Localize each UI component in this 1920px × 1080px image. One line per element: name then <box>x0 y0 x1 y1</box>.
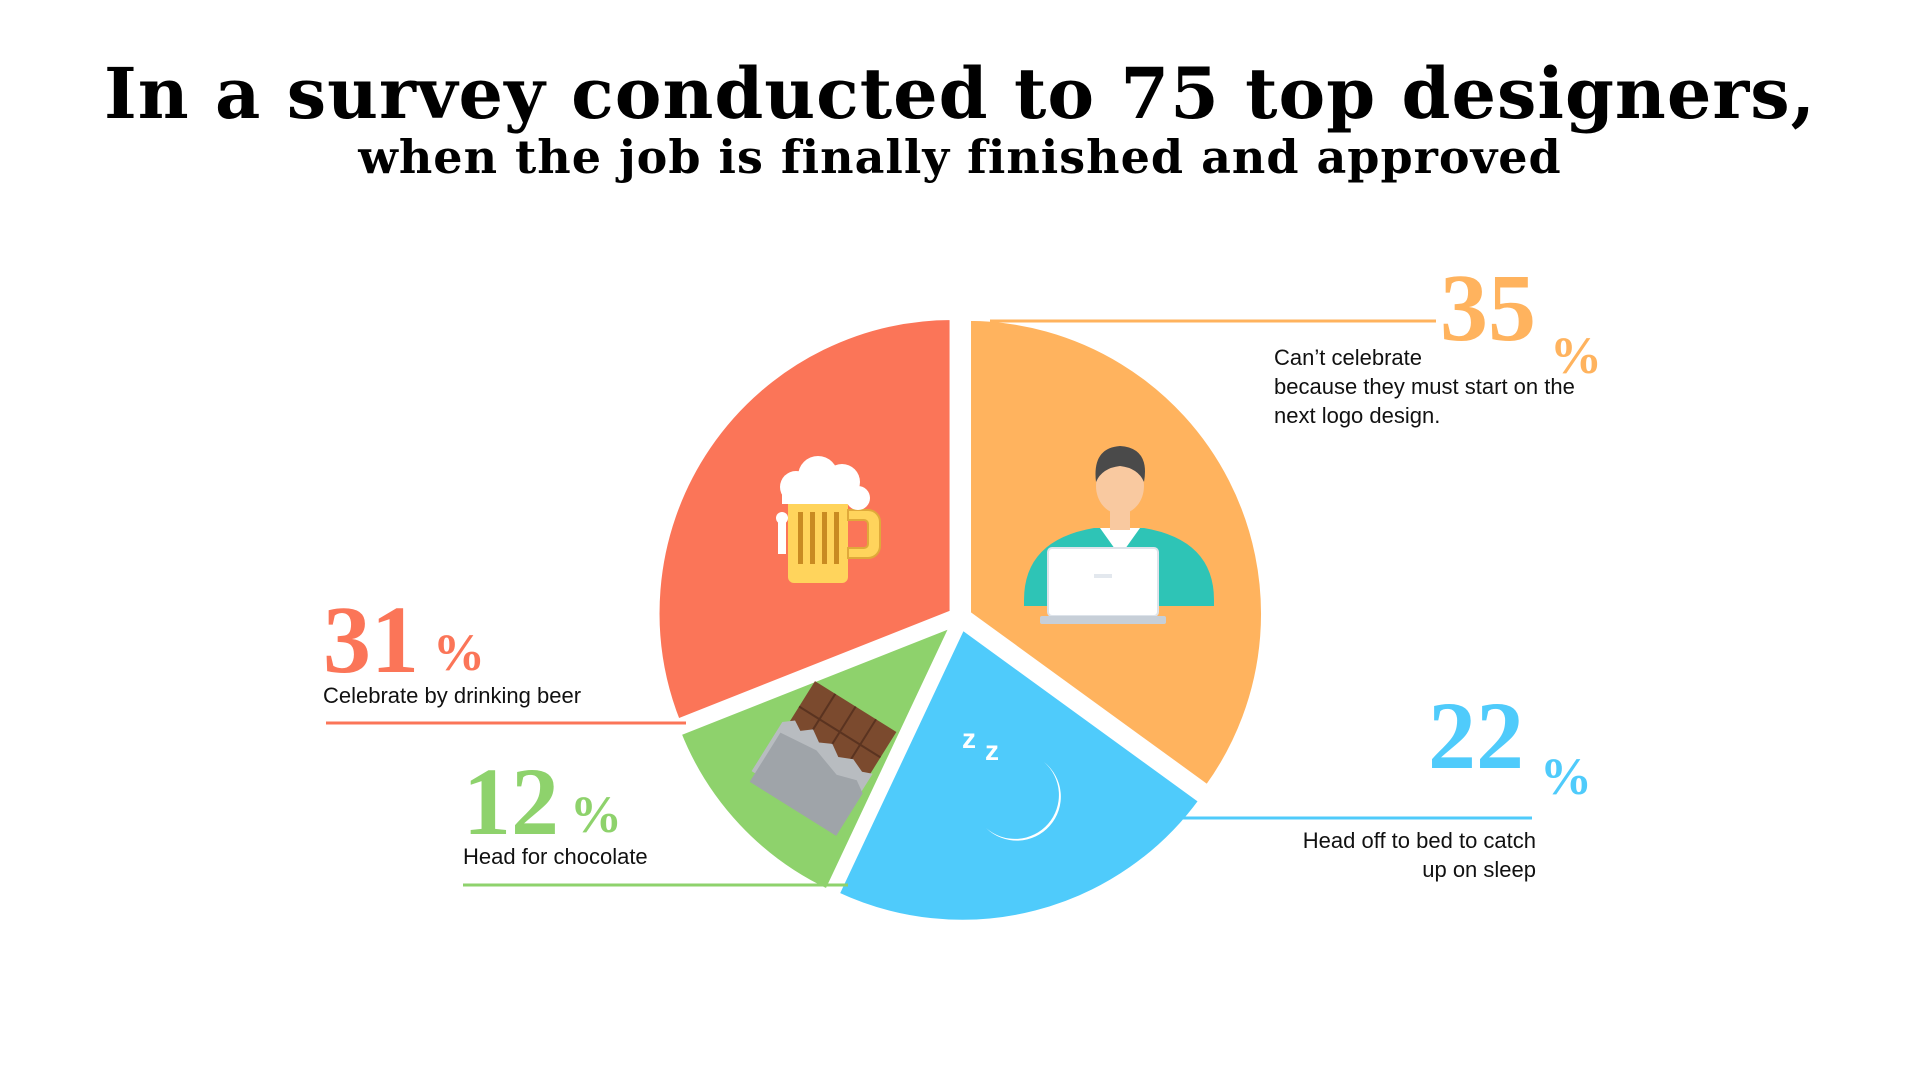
slice-label-2-line-0: Head for chocolate <box>463 844 648 869</box>
slice-label-0-line-0: Can’t celebrate <box>1274 345 1422 370</box>
slice-percent-sign-1: % <box>1540 749 1592 806</box>
page-subtitle: when the job is finally finished and app… <box>358 130 1562 184</box>
slice-value-1: 22 <box>1428 682 1524 789</box>
moon-sleep-icon: z z <box>962 723 1061 841</box>
slice-label-1-line-1: up on sleep <box>1422 857 1536 882</box>
beer-mug-icon <box>776 456 881 583</box>
chocolate-bar-icon <box>749 681 897 836</box>
slice-label-1-line-0: Head off to bed to catch <box>1303 828 1536 853</box>
leader-lines <box>326 319 1532 887</box>
page-title: In a survey conducted to 75 top designer… <box>103 52 1817 135</box>
pie-slice-1 <box>832 622 1206 926</box>
slice-label-3-line-0: Celebrate by drinking beer <box>323 683 581 708</box>
slice-percent-sign-2: % <box>570 787 622 844</box>
svg-text:z: z <box>985 735 999 766</box>
slice-label-0-line-1: because they must start on the <box>1274 374 1575 399</box>
slice-value-2: 12 <box>463 748 559 855</box>
slice-value-3: 31 <box>323 586 419 693</box>
slice-label-0-line-2: next logo design. <box>1274 403 1440 428</box>
pie-slices <box>653 313 1268 926</box>
slice-value-0: 35 <box>1440 254 1536 361</box>
slice-labels: 35 % Can’t celebrate because they must star… <box>323 254 1602 882</box>
svg-text:z: z <box>962 723 976 754</box>
slice-percent-sign-3: % <box>433 625 485 682</box>
designer-laptop-icon <box>1024 446 1214 624</box>
slice-percent-sign-0: % <box>1550 328 1602 385</box>
